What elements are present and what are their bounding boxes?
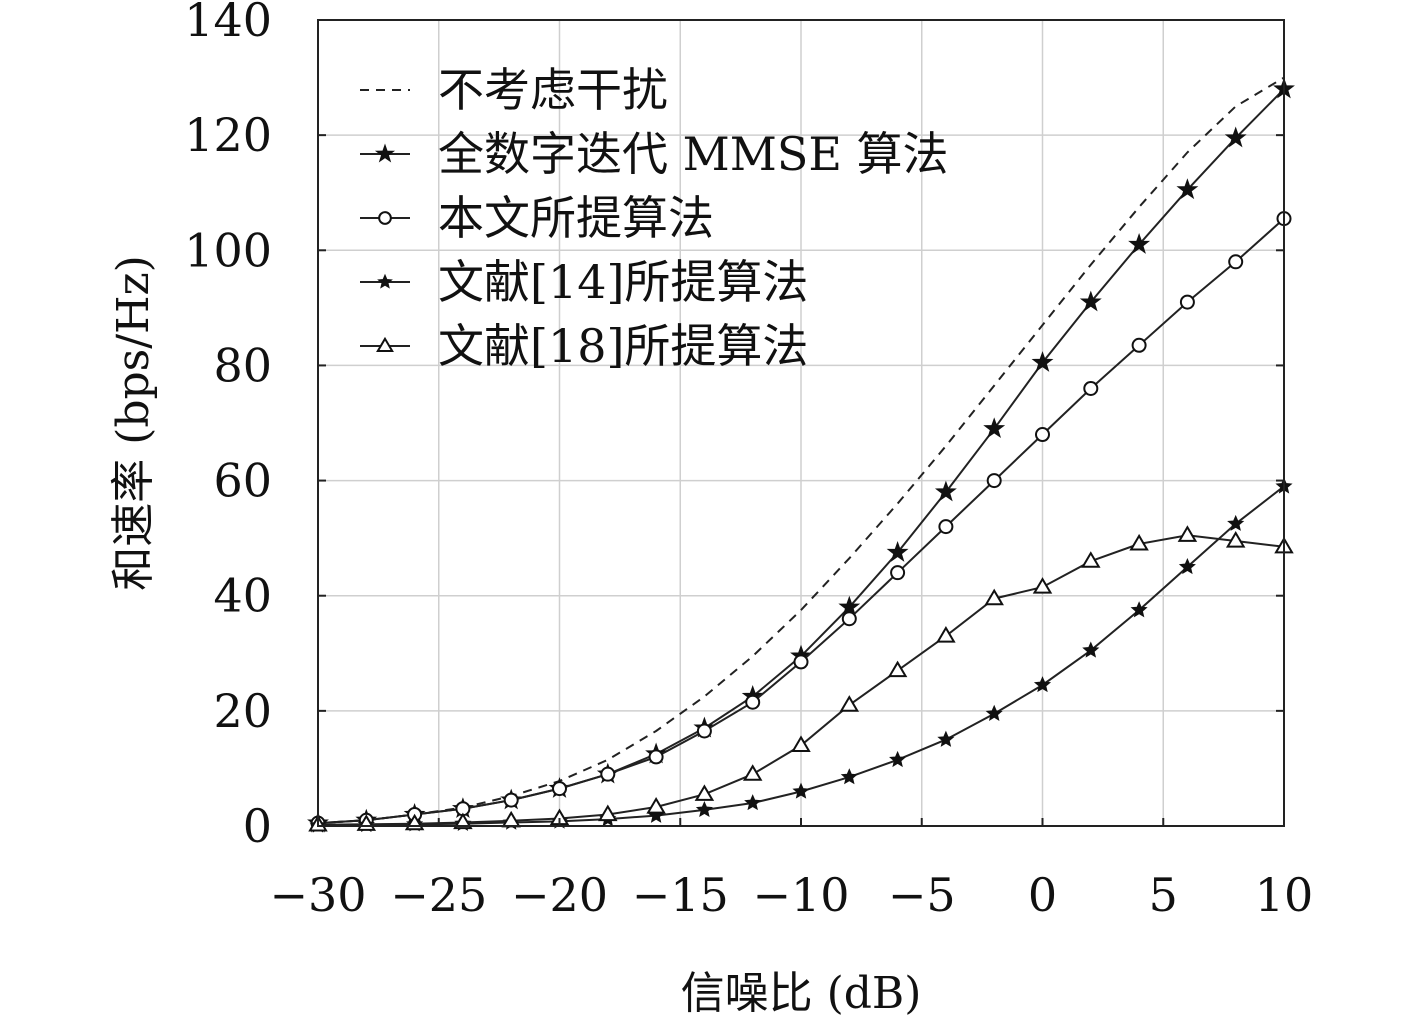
data-point-series-3 [938,519,954,535]
data-point-series-5 [839,695,860,712]
y-tick-label: 40 [213,569,272,623]
x-tick-label: −5 [888,868,956,922]
data-point-series-3 [1083,380,1099,396]
legend-label-1: 不考虑干扰 [438,63,668,117]
data-point-series-5 [742,764,763,781]
data-point-series-4 [1082,641,1100,658]
data-point-series-2 [1176,178,1199,200]
x-tick-label: 5 [1149,868,1178,922]
data-point-series-3 [841,611,857,627]
y-axis-title: 和速率 (bps/Hz) [108,255,159,591]
data-point-series-5 [1129,533,1149,551]
data-point-series-2 [838,595,861,617]
data-point-series-2 [1031,351,1054,372]
data-point-series-5 [1225,531,1246,548]
data-point-series-3 [986,473,1002,489]
data-point-series-2 [1224,126,1247,148]
y-tick-label: 140 [184,0,272,47]
y-tick-label: 80 [213,338,272,392]
data-point-series-2 [934,480,957,502]
data-point-series-3 [1228,254,1244,270]
data-point-series-3 [648,749,664,765]
data-point-series-3 [1131,337,1147,353]
series-layer [307,76,1295,833]
data-point-series-3 [696,723,712,739]
legend-label-4: 文献[14]所提算法 [438,255,808,309]
data-point-series-5 [1032,577,1053,594]
data-point-series-5 [646,797,666,814]
data-point-series-4 [792,782,810,799]
data-point-series-4 [695,801,713,818]
data-point-series-2 [983,417,1006,439]
data-point-series-3 [1035,427,1050,443]
data-point-series-4 [744,794,762,811]
data-point-series-4 [985,704,1003,721]
legend-marker-2 [374,143,396,163]
x-tick-label: −25 [390,868,487,922]
data-point-series-5 [791,735,811,752]
data-point-series-3 [600,766,616,782]
data-point-series-5 [936,626,956,643]
x-tick-label: −10 [752,868,849,922]
series-line-1 [317,76,1285,825]
x-tick-label: −15 [632,868,729,922]
data-point-series-2 [886,540,909,562]
data-point-series-5 [598,804,618,822]
data-point-series-2 [1128,232,1151,254]
y-tick-label: 100 [184,223,272,277]
x-tick-label: 10 [1255,868,1314,922]
data-point-series-3 [890,565,906,581]
data-point-series-4 [889,750,907,768]
legend-marker-3 [378,211,392,225]
data-point-series-4 [1130,601,1148,618]
data-point-series-5 [453,812,473,830]
data-point-series-3 [503,792,519,808]
x-axis-title: 信噪比 (dB) [681,968,922,1019]
data-point-series-5 [887,660,908,678]
data-point-series-5 [984,588,1004,606]
x-tick-label: −20 [511,868,608,922]
y-tick-label: 120 [184,108,272,162]
y-tick-label: 20 [213,684,272,738]
data-point-series-4 [937,730,955,747]
data-point-series-3 [1179,294,1195,310]
legend-label-3: 本文所提算法 [438,191,714,245]
data-point-series-2 [1079,290,1102,312]
data-point-series-4 [1033,676,1052,693]
y-tick-label: 0 [243,799,272,853]
legend-marker-5 [376,336,394,353]
data-point-series-4 [1227,514,1245,531]
x-tick-label: −30 [269,868,366,922]
y-tick-label: 60 [213,454,272,508]
data-point-series-3 [745,694,761,710]
data-point-series-3 [552,781,567,797]
data-point-series-3 [793,654,809,670]
data-point-series-5 [1177,525,1198,542]
legend-marker-4 [377,273,393,289]
data-point-series-4 [1178,558,1196,575]
legend-label-5: 文献[18]所提算法 [438,319,808,373]
legend-label-2: 全数字迭代 MMSE 算法 [438,127,949,181]
data-point-series-4 [840,768,858,785]
x-tick-label: 0 [1028,868,1057,922]
data-point-series-5 [694,784,715,801]
data-point-series-5 [1081,551,1101,568]
